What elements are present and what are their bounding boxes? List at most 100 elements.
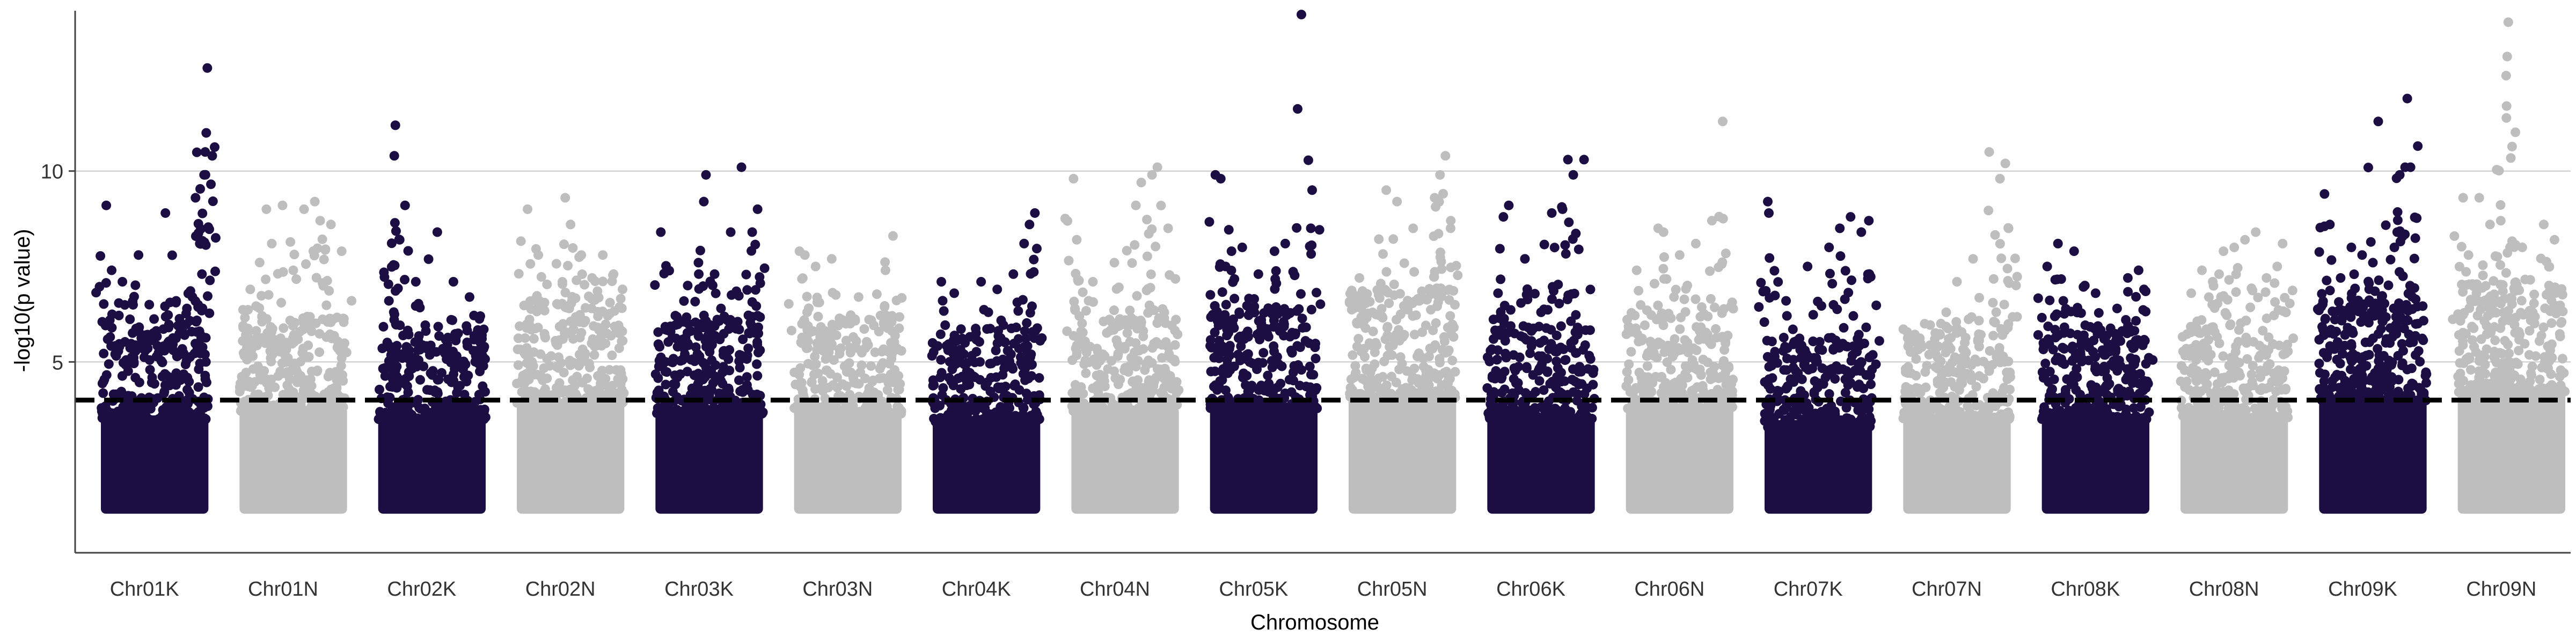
- point: [423, 254, 434, 264]
- peak-point: [747, 227, 757, 237]
- point: [463, 370, 473, 380]
- point: [524, 314, 535, 325]
- point: [1263, 370, 1273, 380]
- peak-point: [1408, 223, 1418, 233]
- point: [160, 369, 170, 379]
- point: [1450, 299, 1460, 310]
- point: [735, 386, 745, 397]
- point: [1933, 378, 1943, 389]
- point: [1854, 330, 1864, 340]
- point: [1511, 378, 1521, 388]
- point: [617, 303, 627, 313]
- point: [565, 384, 575, 394]
- point: [126, 414, 136, 424]
- point: [1270, 284, 1280, 294]
- point: [1799, 420, 1809, 430]
- point: [1271, 266, 1281, 276]
- point: [292, 367, 302, 377]
- point: [1158, 304, 1168, 314]
- point: [1394, 325, 1404, 335]
- point: [1571, 310, 1581, 320]
- point: [415, 375, 426, 385]
- point: [1499, 301, 1510, 311]
- point: [1556, 342, 1566, 353]
- point: [347, 296, 357, 306]
- point: [970, 372, 980, 382]
- point: [1701, 327, 1711, 338]
- point: [306, 380, 317, 391]
- point: [1414, 348, 1424, 358]
- peak-point: [261, 204, 272, 214]
- point: [889, 376, 899, 386]
- point: [821, 365, 831, 376]
- peak-point: [267, 238, 277, 248]
- point: [563, 261, 573, 271]
- point: [1289, 376, 1299, 386]
- point: [430, 387, 440, 397]
- point: [998, 370, 1008, 380]
- point: [2011, 280, 2021, 290]
- point: [99, 299, 109, 309]
- point: [959, 359, 969, 369]
- point: [1152, 339, 1162, 349]
- point: [1625, 404, 1635, 414]
- point: [1107, 356, 1117, 366]
- point: [974, 337, 984, 347]
- point: [2148, 355, 2158, 365]
- point: [1550, 404, 1560, 414]
- point: [1957, 327, 1967, 337]
- point: [2094, 308, 2104, 318]
- point: [690, 297, 700, 307]
- peak-point: [245, 284, 255, 295]
- point: [516, 236, 526, 246]
- peak-point: [1631, 265, 1642, 275]
- point: [1642, 361, 1652, 371]
- point: [1839, 323, 1849, 333]
- point: [2050, 325, 2060, 335]
- point: [324, 286, 334, 296]
- peak-point: [197, 269, 207, 279]
- point: [167, 250, 177, 260]
- peak-point: [384, 296, 394, 306]
- point: [589, 295, 599, 305]
- point: [1820, 418, 1830, 428]
- point: [1444, 284, 1454, 295]
- peak-point: [800, 250, 810, 260]
- point: [1808, 310, 1818, 320]
- peak-point: [1658, 227, 1668, 237]
- point: [1037, 333, 1047, 343]
- point: [755, 272, 765, 282]
- point: [1238, 372, 1248, 383]
- point: [204, 308, 215, 318]
- point: [580, 280, 590, 290]
- point: [813, 311, 823, 321]
- point: [863, 405, 873, 415]
- point: [471, 350, 481, 361]
- point: [201, 240, 211, 250]
- point: [1841, 341, 1851, 352]
- point: [1837, 415, 1847, 426]
- point: [1273, 309, 1283, 319]
- point: [750, 239, 760, 250]
- point: [1946, 377, 1956, 387]
- point: [1388, 340, 1398, 350]
- point: [469, 331, 479, 341]
- series-Chr03K: [650, 162, 770, 514]
- point: [1130, 240, 1140, 250]
- point: [1945, 360, 1955, 370]
- point: [759, 263, 770, 273]
- peak-point: [200, 147, 210, 157]
- point: [261, 274, 271, 284]
- point: [375, 414, 385, 424]
- point: [1256, 315, 1267, 325]
- point: [1383, 288, 1393, 298]
- point: [196, 331, 207, 341]
- peak-point: [299, 204, 309, 214]
- peak-point: [2123, 273, 2133, 283]
- point: [414, 331, 424, 341]
- point: [1774, 386, 1784, 397]
- peak-point: [1307, 185, 1317, 195]
- point: [513, 360, 523, 370]
- band-Chr04N: [1071, 407, 1179, 514]
- point: [312, 366, 322, 376]
